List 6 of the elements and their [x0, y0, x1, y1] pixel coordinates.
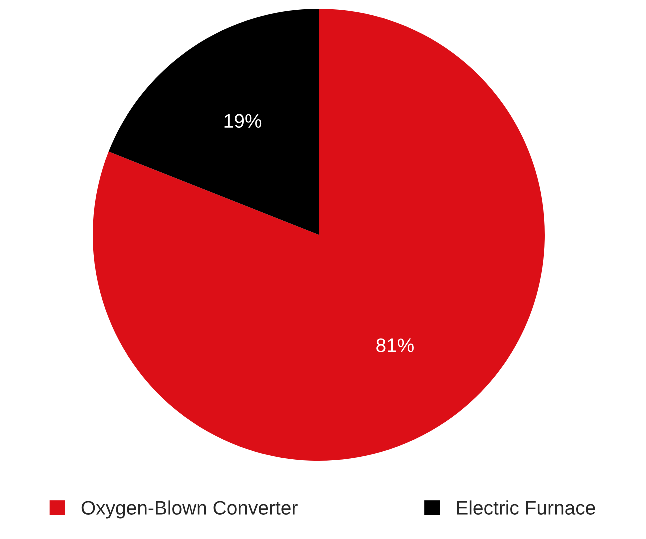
legend-label: Oxygen-Blown Converter: [82, 500, 298, 519]
legend-label: Electric Furnace: [457, 500, 596, 515]
pie-slice: [93, 9, 545, 461]
pie-slice: [108, 9, 319, 235]
data-label: 19%: [224, 114, 262, 128]
data-label: 81%: [376, 338, 414, 352]
